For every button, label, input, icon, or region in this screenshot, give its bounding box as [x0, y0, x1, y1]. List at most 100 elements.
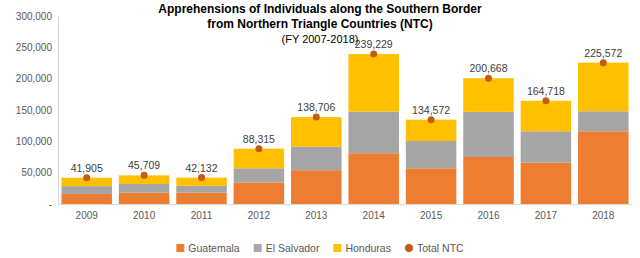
- x-tick-label: 2014: [363, 210, 386, 221]
- point: [600, 59, 607, 66]
- plot-area: [61, 51, 628, 204]
- legend-swatch: [254, 244, 262, 252]
- x-tick-label: 2009: [76, 210, 99, 221]
- bar: [348, 112, 399, 154]
- legend-label: El Salvador: [266, 242, 320, 254]
- legend-label: Honduras: [345, 242, 391, 254]
- x-tick-label: 2011: [191, 210, 213, 221]
- bar: [234, 168, 285, 182]
- bar: [119, 193, 170, 204]
- bar: [406, 168, 457, 204]
- y-tick: 150,000: [16, 105, 58, 116]
- data-label: 88,315: [243, 133, 275, 145]
- x-tick: 2015: [420, 204, 443, 221]
- x-tick: 2010: [133, 204, 156, 221]
- y-tick: 50,000: [21, 167, 58, 178]
- chart: - 50,000 100,000 150,000 200,000 250,000 300,0…: [0, 0, 640, 258]
- y-tick-label: -: [49, 199, 52, 210]
- point: [428, 116, 435, 123]
- data-label: 134,572: [412, 104, 450, 116]
- y-axis: - 50,000 100,000 150,000 200,000 250,000 300,0…: [16, 11, 59, 210]
- bar: [521, 163, 572, 204]
- x-tick: 2016: [477, 204, 500, 221]
- x-axis: 2009 2010 2011 2012 2013 2014 2015 2016 2017 2018: [59, 204, 633, 221]
- y-tick-label: 300,000: [16, 11, 53, 22]
- y-tick: 200,000: [16, 73, 58, 84]
- bar: [61, 194, 112, 204]
- bar-series: [61, 131, 628, 204]
- x-tick-label: 2010: [133, 210, 156, 221]
- point: [198, 174, 205, 181]
- data-label: 41,905: [71, 162, 103, 174]
- x-tick-label: 2012: [248, 210, 271, 221]
- data-label: 200,668: [470, 62, 508, 74]
- legend-swatch: [405, 244, 413, 252]
- x-tick: 2011: [191, 204, 213, 221]
- point: [313, 114, 320, 121]
- legend-item: Honduras: [333, 242, 391, 254]
- x-tick: 2013: [305, 204, 328, 221]
- title: Apprehensions of Individuals along the S…: [158, 2, 482, 16]
- bar: [119, 184, 170, 193]
- x-tick-label: 2015: [420, 210, 443, 221]
- bar: [578, 111, 629, 131]
- legend-label: Total NTC: [417, 242, 464, 254]
- x-tick: 2009: [76, 204, 99, 221]
- point: [255, 145, 262, 152]
- y-tick: 250,000: [16, 42, 58, 53]
- point: [83, 174, 90, 181]
- bar: [463, 157, 514, 204]
- legend-swatch: [176, 244, 184, 252]
- x-tick: 2017: [535, 204, 558, 221]
- x-tick-label: 2013: [305, 210, 328, 221]
- x-tick-label: 2017: [535, 210, 558, 221]
- data-label: 225,572: [584, 47, 622, 59]
- data-labels: 41,905 45,709 42,132 88,315 138,706 239,229 13…: [71, 38, 623, 174]
- y-tick: 300,000: [16, 11, 58, 22]
- data-label: 45,709: [128, 159, 160, 171]
- y-tick: 100,000: [16, 136, 58, 147]
- bar: [291, 117, 342, 147]
- x-tick-label: 2018: [592, 210, 615, 221]
- legend-item: El Salvador: [254, 242, 320, 254]
- point-series: [83, 51, 607, 182]
- y-tick-label: 50,000: [21, 167, 52, 178]
- bar: [578, 131, 629, 204]
- data-label: 164,718: [527, 85, 565, 97]
- y-tick-label: 250,000: [16, 42, 53, 53]
- y-tick: -: [49, 199, 58, 210]
- point: [542, 97, 549, 104]
- x-tick-label: 2016: [477, 210, 500, 221]
- legend-item: Guatemala: [176, 242, 240, 254]
- y-tick-label: 200,000: [16, 73, 53, 84]
- bar: [578, 63, 629, 112]
- x-tick: 2014: [363, 204, 386, 221]
- x-axis-line: [59, 204, 633, 205]
- x-tick: 2018: [592, 204, 615, 221]
- subtitle: (FY 2007-2018): [282, 33, 359, 45]
- bar: [291, 147, 342, 171]
- data-label: 42,132: [185, 162, 217, 174]
- bar: [463, 78, 514, 112]
- title: from Northern Triangle Countries (NTC): [207, 17, 432, 31]
- data-label: 239,229: [355, 38, 393, 50]
- legend: Guatemala El Salvador Honduras Total NTC: [176, 242, 464, 254]
- bar: [234, 182, 285, 204]
- data-label: 138,706: [297, 101, 335, 113]
- point: [485, 75, 492, 82]
- bar: [348, 153, 399, 204]
- bar: [463, 112, 514, 157]
- legend-swatch: [333, 244, 341, 252]
- y-tick-label: 150,000: [16, 105, 53, 116]
- bar: [61, 186, 112, 194]
- bar: [521, 101, 572, 132]
- bar: [406, 141, 457, 168]
- x-tick: 2012: [248, 204, 271, 221]
- legend-label: Guatemala: [188, 242, 240, 254]
- bar: [348, 54, 399, 111]
- bar: [176, 193, 227, 204]
- bar: [176, 186, 227, 193]
- bar: [291, 170, 342, 204]
- bar: [521, 131, 572, 162]
- bar-series: [61, 54, 628, 186]
